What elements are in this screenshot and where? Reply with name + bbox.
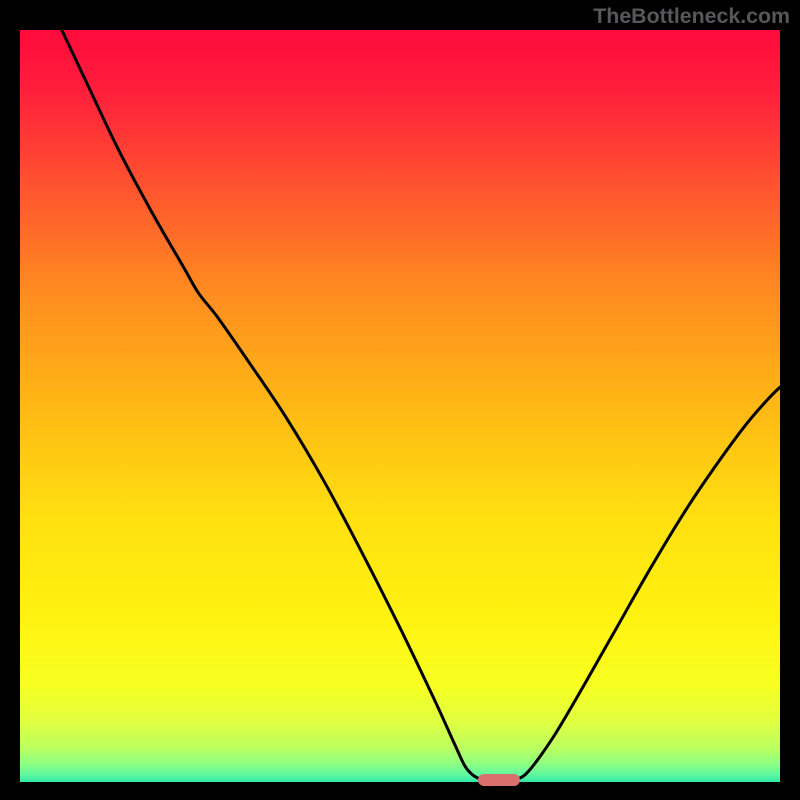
- watermark-text: TheBottleneck.com: [593, 4, 790, 29]
- curve-right-branch: [518, 387, 780, 779]
- chart-container: TheBottleneck.com: [0, 0, 800, 800]
- curve-left-branch: [62, 30, 480, 779]
- curve-overlay: [0, 0, 800, 800]
- minimum-marker: [478, 774, 520, 786]
